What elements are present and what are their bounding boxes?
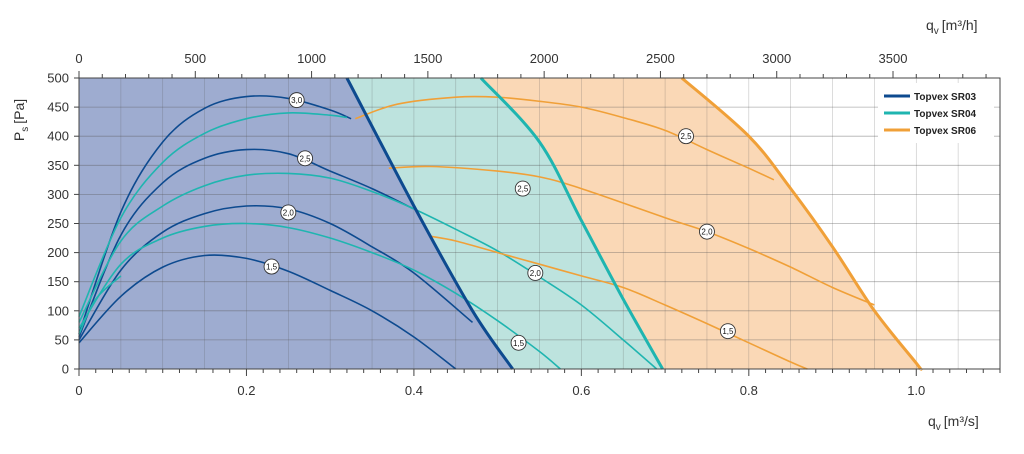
y-tick-label: 200 xyxy=(47,245,69,260)
x-top-tick-label: 1500 xyxy=(413,51,442,66)
curve-topvex-sr03-2 xyxy=(78,204,474,341)
y-tick-label: 100 xyxy=(47,303,69,318)
curve-label-badge: 3,0 xyxy=(288,92,305,109)
y-tick-label: 500 xyxy=(47,71,69,86)
badge-text: 2,0 xyxy=(701,228,713,237)
x-top-tick-label: 2000 xyxy=(530,51,559,66)
badge-text: 1,5 xyxy=(266,263,278,272)
y-tick-label: 300 xyxy=(47,187,69,202)
badge-text: 3,0 xyxy=(291,96,303,105)
curve-label-badge: 1,5 xyxy=(263,258,280,275)
curve-label-badge: 1,5 xyxy=(719,323,736,340)
svg-text:Ps[Pa]: Ps[Pa] xyxy=(11,99,31,141)
x-top-tick-label: 1000 xyxy=(297,51,326,66)
curve-topvex-sr04-3 xyxy=(78,275,122,335)
y-axis-title: Ps[Pa] xyxy=(11,99,31,141)
svg-text:qv[m³/s]: qv [m³/s] xyxy=(928,413,979,433)
badge-circle xyxy=(510,334,527,351)
x-bottom-tick-label: 1.0 xyxy=(907,383,925,398)
badge-circle xyxy=(263,258,280,275)
series-boundary-lines xyxy=(345,76,923,371)
curve-topvex-sr06-2 xyxy=(430,235,808,370)
badge-text: 2,0 xyxy=(283,208,295,217)
curve-topvex-sr04-2 xyxy=(78,222,561,370)
x-bottom-tick-label: 0.8 xyxy=(740,383,758,398)
curve-label-badge: 2,5 xyxy=(297,150,314,167)
y-tick-label: 450 xyxy=(47,100,69,115)
svg-text:qv[m³/h]: qv [m³/h] xyxy=(926,17,978,37)
badge-circle xyxy=(297,150,314,167)
badge-circle xyxy=(699,223,715,240)
boundary-topvex-sr06 xyxy=(680,76,923,371)
y-tick-label: 150 xyxy=(47,274,69,289)
x-bottom-axis-title: qv [m³/s] xyxy=(928,413,979,433)
badge-text: 2,5 xyxy=(680,132,692,141)
x-bottom-tick-label: 0.6 xyxy=(572,383,590,398)
x-bottom-tick-label: 0.2 xyxy=(237,383,255,398)
badge-circle xyxy=(527,265,544,281)
legend-label-sr03: Topvex SR03 xyxy=(914,92,976,103)
badge-text: 1,5 xyxy=(722,327,734,336)
curve-topvex-sr03-0 xyxy=(78,95,352,335)
boundary-topvex-sr03 xyxy=(345,77,514,370)
badge-text: 2,5 xyxy=(517,185,529,194)
fill-area-topvex-sr03 xyxy=(79,78,513,369)
boundary-topvex-sr04 xyxy=(479,76,664,370)
x-top-tick-label: 0 xyxy=(75,51,82,66)
y-tick-label: 350 xyxy=(47,158,69,173)
legend-label-sr04: Topvex SR04 xyxy=(914,109,976,120)
x-top-tick-label: 3000 xyxy=(762,51,791,66)
curve-label-badge: 2,0 xyxy=(527,265,544,281)
x-top-tick-label: 2500 xyxy=(646,51,675,66)
badge-circle xyxy=(719,323,736,340)
y-tick-label: 400 xyxy=(47,129,69,144)
x-top-tick-label: 3500 xyxy=(879,51,908,66)
curve-labels: 3,0 2,5 2,0 1,5 2,5 2,0 1,5 2,5 2,0 1,5 xyxy=(263,92,736,351)
x-bottom-tick-label: 0.4 xyxy=(405,383,423,398)
curve-label-badge: 2,5 xyxy=(514,180,531,197)
curve-topvex-sr06-0 xyxy=(355,95,775,181)
legend: Topvex SR03 Topvex SR04 Topvex SR06 xyxy=(878,83,994,143)
legend-label-sr06: Topvex SR06 xyxy=(914,126,976,137)
badge-circle xyxy=(514,180,531,197)
badge-text: 1,5 xyxy=(513,339,525,348)
curve-label-badge: 2,0 xyxy=(280,204,297,221)
curve-label-badge: 2,0 xyxy=(699,223,715,240)
badge-circle xyxy=(280,204,297,221)
x-top-axis-title: qv [m³/h] xyxy=(926,17,978,37)
curve-topvex-sr06-1 xyxy=(388,165,875,306)
curve-topvex-sr04-0 xyxy=(78,111,348,317)
badge-text: 2,0 xyxy=(530,269,542,278)
curve-label-badge: 2,5 xyxy=(678,128,694,145)
curve-label-badge: 1,5 xyxy=(510,334,527,351)
badge-circle xyxy=(288,92,305,109)
x-top-tick-label: 500 xyxy=(184,51,206,66)
badge-text: 2,5 xyxy=(300,154,312,163)
curve-topvex-sr03-1 xyxy=(78,148,415,338)
y-tick-label: 50 xyxy=(55,332,69,347)
y-tick-label: 250 xyxy=(47,216,69,231)
x-bottom-tick-label: 0 xyxy=(75,383,82,398)
axes: 0 50 100 150 200 250 300 350 400 450 500 0 0.2 0.4 0.6… xyxy=(47,51,1001,398)
y-tick-label: 0 xyxy=(62,362,69,377)
badge-circle xyxy=(678,128,694,145)
curve-topvex-sr04-1 xyxy=(78,172,658,370)
